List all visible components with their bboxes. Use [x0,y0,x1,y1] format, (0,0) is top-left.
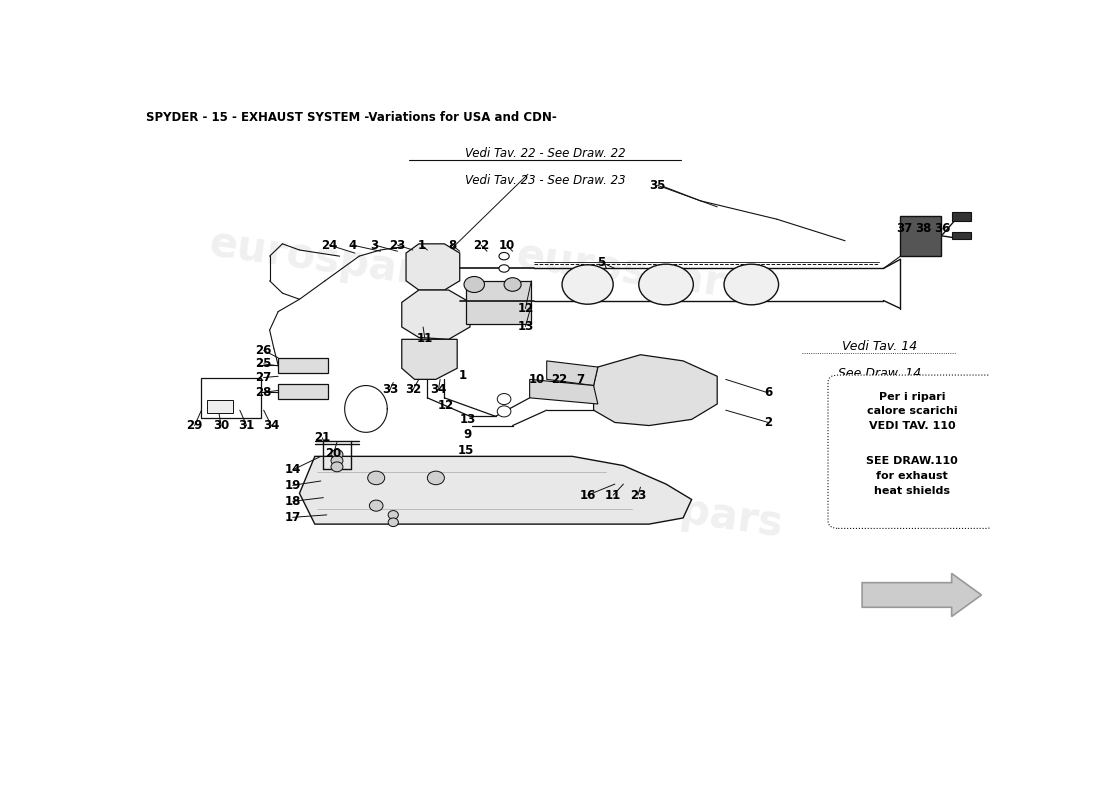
Text: 23: 23 [630,489,646,502]
Text: 9: 9 [463,428,472,442]
Text: 34: 34 [430,383,447,396]
Text: SEE DRAW.110
for exhaust
heat shields: SEE DRAW.110 for exhaust heat shields [866,456,958,496]
Text: 24: 24 [321,238,338,251]
Text: Vedi Tav. 22 - See Draw. 22: Vedi Tav. 22 - See Draw. 22 [464,147,625,160]
Text: 4: 4 [349,238,356,251]
Text: 35: 35 [649,179,666,192]
Text: 10: 10 [528,373,544,386]
Ellipse shape [562,265,613,304]
Text: 21: 21 [315,431,331,444]
Polygon shape [402,290,470,339]
Ellipse shape [388,518,398,526]
Text: 5: 5 [597,256,605,269]
Polygon shape [465,281,531,324]
Text: 37: 37 [896,222,913,235]
Text: eurospars: eurospars [547,471,785,546]
Bar [201,378,261,418]
Text: 15: 15 [458,444,474,457]
Polygon shape [547,361,598,386]
Text: 31: 31 [239,419,255,432]
Text: 30: 30 [213,419,229,432]
Ellipse shape [499,253,509,260]
Bar [953,231,971,239]
Text: 17: 17 [285,511,300,524]
Ellipse shape [388,510,398,519]
Bar [953,212,971,221]
Text: 13: 13 [517,320,534,333]
Text: 22: 22 [551,373,568,386]
Text: 1: 1 [459,369,468,382]
Text: 25: 25 [255,358,272,370]
Text: 23: 23 [389,238,406,251]
Text: 8: 8 [448,238,456,251]
Ellipse shape [427,471,444,485]
Text: Vedi Tav. 14: Vedi Tav. 14 [842,340,916,353]
Ellipse shape [504,278,521,291]
Text: 29: 29 [186,419,202,432]
Ellipse shape [367,471,385,485]
Text: 36: 36 [934,222,950,235]
Text: 12: 12 [438,398,454,412]
Bar [278,384,328,399]
Text: 11: 11 [417,331,433,345]
Text: 34: 34 [263,419,279,432]
Bar [278,358,328,373]
Polygon shape [406,244,460,290]
Text: 19: 19 [285,479,300,492]
Text: 2: 2 [764,416,772,429]
Ellipse shape [331,462,343,472]
Text: 12: 12 [517,302,534,315]
Ellipse shape [724,264,779,305]
Text: 18: 18 [285,495,300,508]
Text: 33: 33 [382,383,398,396]
Polygon shape [594,354,717,426]
Text: 10: 10 [498,238,515,251]
Text: 22: 22 [473,238,490,251]
Ellipse shape [331,456,343,466]
Text: 1: 1 [417,238,426,251]
Text: 16: 16 [580,489,596,502]
Text: 27: 27 [255,371,272,384]
Text: SPYDER - 15 - EXHAUST SYSTEM -Variations for USA and CDN-: SPYDER - 15 - EXHAUST SYSTEM -Variations… [146,111,557,124]
Text: 32: 32 [405,383,421,396]
Text: Per i ripari
calore scarichi
VEDI TAV. 110: Per i ripari calore scarichi VEDI TAV. 1… [867,392,957,431]
Bar [901,216,942,256]
Bar [208,400,233,414]
Text: 20: 20 [326,446,342,460]
Text: Vedi Tav. 23 - See Draw. 23: Vedi Tav. 23 - See Draw. 23 [464,174,625,187]
Text: 6: 6 [764,386,772,399]
Ellipse shape [499,265,509,272]
Text: 7: 7 [576,373,585,386]
Polygon shape [402,339,458,379]
Text: 28: 28 [255,386,272,398]
Text: eurospars: eurospars [513,234,751,309]
Ellipse shape [370,500,383,511]
Polygon shape [299,456,692,524]
Ellipse shape [331,450,343,459]
Text: 13: 13 [460,413,475,426]
Text: 14: 14 [285,463,300,477]
Ellipse shape [464,277,484,293]
Text: eurospars: eurospars [206,222,444,296]
Ellipse shape [639,264,693,305]
FancyBboxPatch shape [828,375,996,529]
Text: See Draw. 14: See Draw. 14 [837,367,921,380]
Text: 3: 3 [371,238,378,251]
Polygon shape [530,379,598,404]
Text: 26: 26 [255,344,272,357]
Polygon shape [862,574,981,617]
Ellipse shape [497,406,510,417]
Text: 38: 38 [915,222,932,235]
Ellipse shape [497,394,510,405]
Text: 11: 11 [605,489,621,502]
